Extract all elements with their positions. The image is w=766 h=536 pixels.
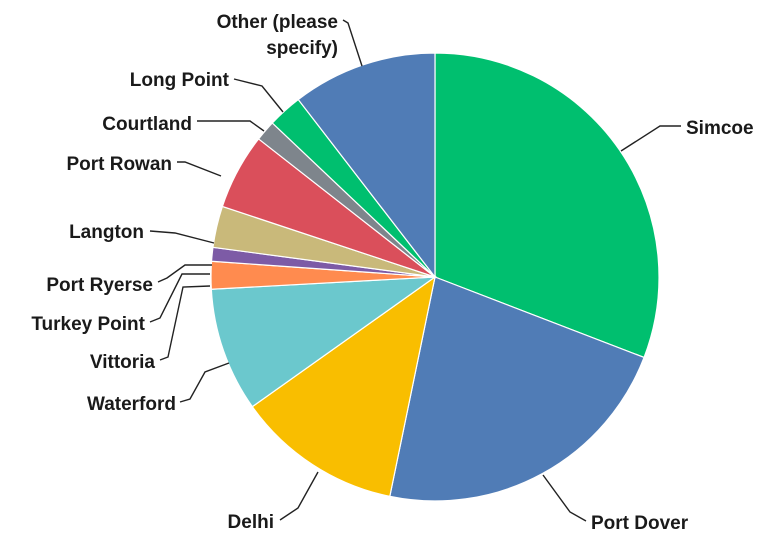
- slice-label-port-rowan: Port Rowan: [66, 154, 172, 175]
- slice-label-simcoe: Simcoe: [686, 118, 754, 139]
- slice-label-waterford: Waterford: [87, 394, 176, 415]
- leader-line-courtland: [197, 120, 265, 132]
- slice-label-other-please-specify: Other (please specify): [217, 12, 338, 59]
- leader-line-port-rowan: [177, 161, 222, 177]
- leader-lines-layer: [149, 19, 681, 522]
- slice-label-turkey-point: Turkey Point: [31, 314, 145, 335]
- leader-line-port-ryerse: [157, 264, 212, 283]
- leader-line-other-please-specify: [342, 19, 363, 67]
- slice-label-delhi: Delhi: [228, 512, 274, 533]
- slice-label-vittoria: Vittoria: [90, 352, 156, 373]
- slice-label-langton: Langton: [69, 222, 144, 243]
- leader-line-port-dover: [542, 474, 587, 522]
- leader-line-langton: [149, 230, 215, 244]
- pie-slice-simcoe: [434, 52, 660, 359]
- slice-label-line: Other (please: [217, 12, 338, 33]
- leader-line-simcoe: [620, 125, 681, 152]
- leader-line-delhi: [279, 471, 319, 521]
- pie-slice-other-please-specify: [297, 52, 436, 279]
- slices-layer: [210, 52, 660, 502]
- leader-line-waterford: [179, 362, 230, 403]
- slice-label-line: specify): [266, 38, 338, 59]
- labels-layer: Simcoe Port Dover Delhi Waterford Vittoria Tu…: [31, 12, 753, 534]
- slice-label-port-dover: Port Dover: [591, 513, 689, 534]
- leader-line-vittoria: [159, 285, 211, 361]
- pie-slice-waterford: [210, 276, 438, 408]
- leader-line-turkey-point: [149, 273, 210, 323]
- slice-label-port-ryerse: Port Ryerse: [46, 275, 153, 296]
- slice-label-courtland: Courtland: [102, 114, 192, 135]
- slice-label-long-point: Long Point: [130, 70, 230, 91]
- leader-line-long-point: [233, 78, 284, 113]
- pie-slice-delhi: [251, 275, 436, 498]
- pie-slice-port-dover: [389, 276, 645, 502]
